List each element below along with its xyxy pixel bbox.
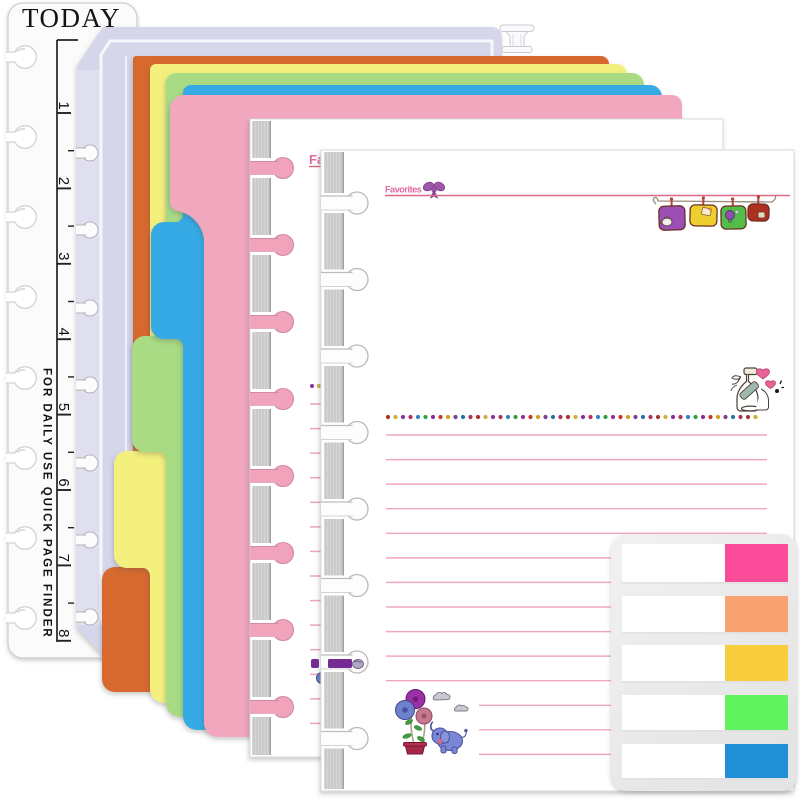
svg-text:2: 2 (55, 177, 72, 185)
svg-text:6: 6 (55, 478, 72, 486)
svg-text:3: 3 (55, 252, 72, 260)
svg-text:FOR DAILY USE QUICK PAGE FINDE: FOR DAILY USE QUICK PAGE FINDER (41, 368, 53, 639)
svg-text:Favorites: Favorites (385, 185, 422, 195)
svg-text:8: 8 (55, 629, 72, 637)
svg-text:5: 5 (55, 403, 72, 411)
svg-text:7: 7 (55, 554, 72, 562)
svg-text:1: 1 (55, 101, 72, 109)
svg-text:4: 4 (55, 328, 72, 336)
